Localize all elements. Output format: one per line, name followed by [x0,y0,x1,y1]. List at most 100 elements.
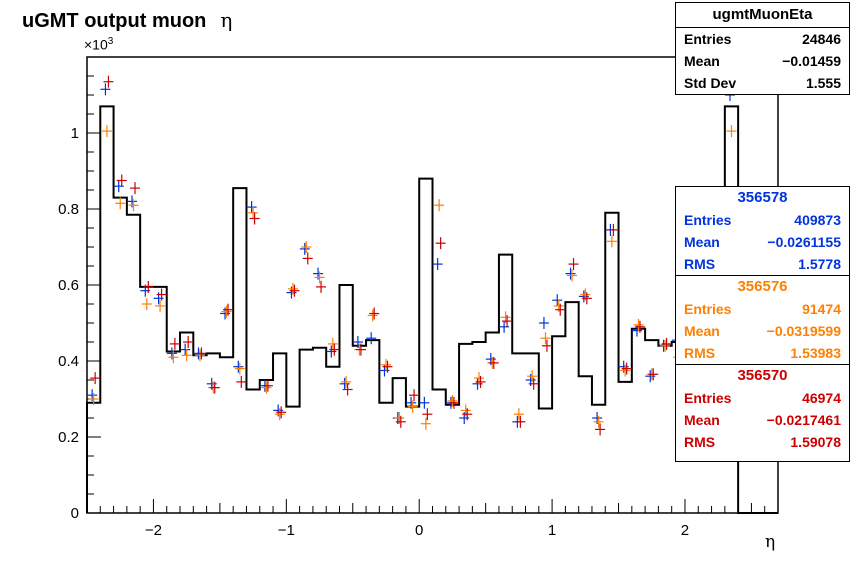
stats-value: 409873 [794,212,841,228]
data-point-356576 [287,282,298,295]
data-point-356570 [316,280,327,293]
data-point-356570 [661,337,672,350]
run-row-rms: RMS 1.5778 [676,253,849,275]
data-point-356576 [447,394,458,407]
stats-row-stddev: Std Dev 1.555 [676,72,849,94]
data-point-356576 [274,408,285,421]
data-point-356570 [634,320,645,333]
data-point-356570 [130,182,141,195]
run-row-rms: RMS 1.53983 [676,342,849,364]
data-point-356570 [90,372,101,385]
data-point-356576 [141,298,152,310]
data-point-356570 [608,223,619,236]
title-symbol: η [220,8,233,32]
data-point-356576 [593,415,604,428]
data-point-356576 [88,393,99,405]
data-point-356570 [528,377,539,390]
data-point-356570 [355,343,366,356]
data-point-356578 [552,294,563,307]
data-point-356570 [595,423,606,436]
data-point-356578 [419,396,430,409]
stats-value: 91474 [802,301,841,317]
data-point-356576 [341,375,352,388]
stats-value: −0.01459 [782,53,841,69]
data-point-356576 [301,241,312,253]
data-point-356576 [194,349,205,362]
data-point-356570 [541,339,552,352]
data-point-356576 [540,332,551,345]
data-point-356576 [101,125,112,138]
data-point-356570 [276,406,287,419]
stats-label: Entries [684,212,732,228]
data-point-356576 [248,206,259,219]
data-point-356570 [382,360,393,373]
data-point-356570 [515,415,526,428]
data-point-356578 [352,336,363,348]
y-tick-label: 1 [71,125,79,142]
data-point-356576 [567,269,578,282]
data-point-356578 [366,332,377,345]
run-block-356576: 356576 Entries 91474 Mean −0.0319599 RMS 1.… [676,275,849,364]
run-row-mean: Mean −0.0261155 [676,231,849,253]
y-tick-label: 0 [71,505,79,522]
data-point-356576 [367,309,378,322]
data-point-356576 [314,271,325,284]
stats-value: 1.59078 [790,434,841,450]
data-point-356576 [606,235,617,248]
x-tick-label: −1 [278,522,295,539]
stats-row-entries: Entries 24846 [676,28,849,50]
stats-value: 1.555 [805,75,841,91]
data-point-356576 [420,417,431,430]
stats-value: 24846 [802,31,841,47]
run-row-mean: Mean −0.0217461 [676,409,849,431]
data-point-356576 [407,400,418,413]
title-text: uGMT output muon [22,10,207,32]
x-axis-label: η [765,532,776,552]
data-point-356570 [156,288,167,301]
chart-title: uGMT output muon η [22,8,232,33]
run-row-mean: Mean −0.0319599 [676,320,849,342]
run-block-356570: 356570 Entries 46974 Mean −0.0217461 RMS 1.… [676,364,849,453]
data-point-356576 [513,408,524,421]
data-point-356576 [155,299,166,312]
data-point-356578 [565,267,576,280]
run-header: 356578 [737,189,788,206]
stats-label: Mean [684,323,720,339]
stats-label: RMS [684,256,716,272]
data-point-356570 [621,362,632,375]
data-point-356576 [234,362,245,375]
data-point-356570 [143,280,154,293]
data-point-356570 [475,375,486,388]
stats-label: Mean [684,412,720,428]
data-point-356576 [327,337,338,350]
y-tick-label: 0.2 [58,429,79,446]
data-point-356570 [116,174,127,187]
data-point-356578 [246,201,257,214]
stats-header: ugmtMuonEta [676,3,849,28]
y-tick-label: 0.4 [58,353,79,370]
data-point-356570 [568,258,579,271]
run-row-entries: Entries 46974 [676,387,849,409]
data-point-356570 [223,303,234,316]
y-scale-label: ×103 [84,36,113,53]
data-point-356570 [435,237,446,250]
stats-value: 1.53983 [790,345,841,361]
data-point-356570 [409,389,420,402]
stats-label: Std Dev [684,75,737,91]
stats-value: −0.0319599 [766,323,841,339]
data-point-356576 [726,125,737,138]
stats-box-main: ugmtMuonEta Entries 24846 Mean −0.01459 St… [675,2,850,95]
stats-label: Entries [684,390,732,406]
data-point-356570 [289,284,300,297]
data-point-356576 [660,339,671,352]
data-point-356578 [100,83,111,96]
run-header: 356576 [737,278,788,295]
data-point-356576 [168,351,179,364]
stats-value: 1.5778 [798,256,841,272]
y-tick-label: 0.8 [58,201,79,218]
stats-label: RMS [684,345,716,361]
x-tick-label: 1 [548,522,556,539]
run-header: 356570 [737,367,788,384]
x-tick-label: −2 [145,522,162,539]
data-point-356570 [329,343,340,356]
